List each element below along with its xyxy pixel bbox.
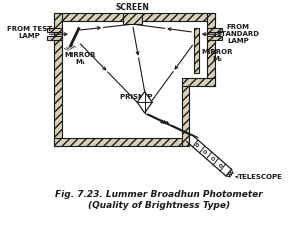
Circle shape [204,151,207,153]
Polygon shape [54,13,62,146]
Polygon shape [47,36,62,40]
Polygon shape [137,92,152,113]
Text: (Quality of Brightness Type): (Quality of Brightness Type) [88,201,230,210]
Circle shape [220,164,222,167]
Text: MIRROR
M₂: MIRROR M₂ [202,49,233,62]
Polygon shape [123,13,142,24]
Text: FROM TEST
LAMP: FROM TEST LAMP [7,26,52,39]
Polygon shape [207,28,222,32]
Circle shape [196,144,199,147]
Polygon shape [54,13,214,21]
Circle shape [212,157,214,160]
Polygon shape [182,86,190,146]
Polygon shape [194,28,199,73]
Polygon shape [207,36,222,40]
Polygon shape [54,138,182,146]
Polygon shape [47,28,62,32]
Text: FROM
STANDARD
LAMP: FROM STANDARD LAMP [217,24,260,44]
Text: Fig. 7.23. Lummer Broadhun Photometer: Fig. 7.23. Lummer Broadhun Photometer [55,190,262,199]
Polygon shape [207,13,214,86]
Text: PRISM P: PRISM P [120,94,153,100]
Text: SCREEN: SCREEN [116,3,149,12]
Text: MIRROR
M₁: MIRROR M₁ [64,52,96,65]
Text: TELESCOPE: TELESCOPE [238,174,283,180]
Polygon shape [182,78,214,86]
